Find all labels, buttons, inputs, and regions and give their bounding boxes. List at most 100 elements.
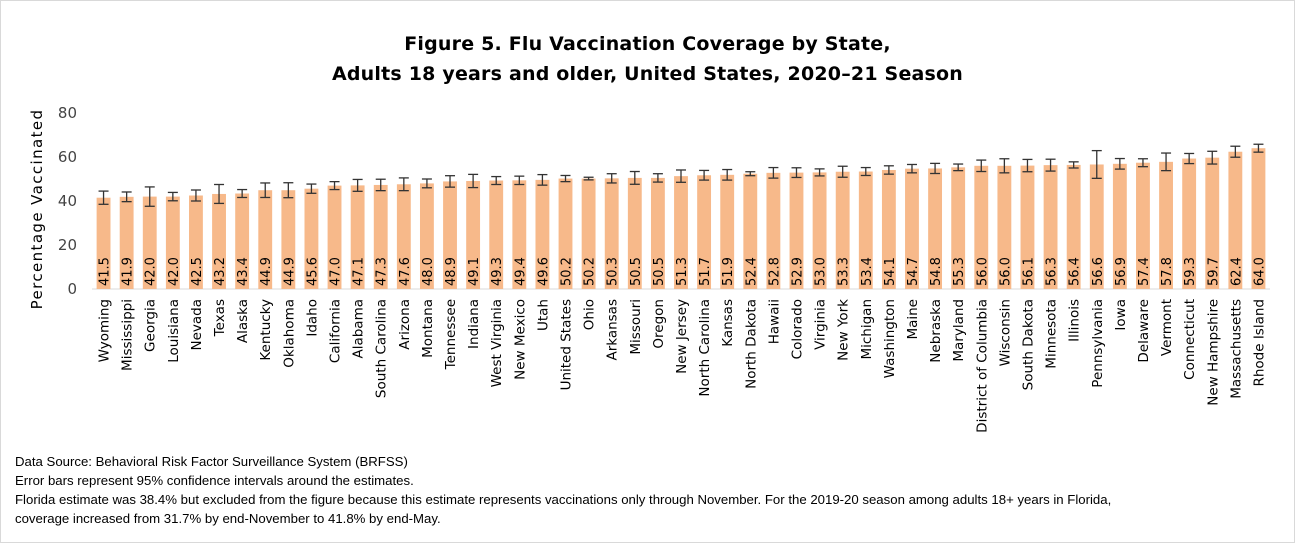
x-tick-label: Kentucky xyxy=(258,299,274,361)
x-tick-label: Maine xyxy=(905,299,921,340)
x-tick-label: South Carolina xyxy=(374,299,390,398)
bar xyxy=(997,165,1012,289)
x-tick-label: Rhode Island xyxy=(1251,299,1267,387)
data-label: 49.6 xyxy=(536,257,551,286)
data-label: 49.3 xyxy=(490,257,505,286)
x-tick-label: Hawaii xyxy=(766,299,782,344)
x-tick-label: Indiana xyxy=(466,299,482,349)
data-label: 42.0 xyxy=(144,257,159,286)
x-tick-label: Pennsylvania xyxy=(1090,299,1106,388)
bar xyxy=(189,195,203,289)
data-label: 47.0 xyxy=(329,257,344,286)
data-label: 56.9 xyxy=(1114,257,1129,286)
data-label: 57.8 xyxy=(1160,257,1175,286)
bar xyxy=(1089,164,1104,289)
x-tick-label: Nevada xyxy=(189,299,205,351)
bar xyxy=(327,185,342,289)
data-label: 44.9 xyxy=(282,257,297,286)
x-tick-label: Maryland xyxy=(951,299,967,362)
data-label: 56.0 xyxy=(975,257,990,286)
bar xyxy=(697,175,712,289)
data-label: 49.4 xyxy=(513,257,528,286)
x-tick-label: New Hampshire xyxy=(1205,299,1221,406)
data-label: 51.9 xyxy=(721,257,736,286)
data-label: 53.0 xyxy=(814,257,829,286)
bar xyxy=(350,185,365,289)
x-tick-label: Illinois xyxy=(1067,299,1083,342)
y-tick-label: 20 xyxy=(58,236,77,254)
data-label: 48.9 xyxy=(444,257,459,286)
data-label: 64.0 xyxy=(1252,257,1267,286)
bar xyxy=(396,184,411,289)
bar xyxy=(165,196,180,289)
chart-subtitle: Adults 18 years and older, United States… xyxy=(331,63,964,85)
x-tick-label: United States xyxy=(559,299,575,390)
data-label: 47.3 xyxy=(375,257,390,286)
data-label: 42.0 xyxy=(167,257,182,286)
data-label: 56.1 xyxy=(1021,257,1036,286)
data-label: 56.0 xyxy=(998,257,1013,286)
bar xyxy=(720,174,735,289)
bar xyxy=(974,165,989,289)
bar xyxy=(674,176,688,289)
x-tick-label: Colorado xyxy=(789,299,805,359)
data-label: 45.6 xyxy=(305,257,320,286)
data-label: 47.6 xyxy=(398,257,413,286)
data-source-note: Data Source: Behavioral Risk Factor Surv… xyxy=(15,454,408,469)
data-label: 56.4 xyxy=(1068,257,1083,286)
florida-note: Florida estimate was 38.4% but excluded … xyxy=(15,492,1112,507)
data-label: 54.8 xyxy=(929,257,944,286)
x-tick-label: Alabama xyxy=(351,299,367,359)
bar xyxy=(881,169,896,289)
bar xyxy=(1228,151,1243,289)
y-tick-label: 40 xyxy=(58,192,77,210)
x-tick-label: California xyxy=(328,299,344,363)
x-tick-label: South Dakota xyxy=(1020,299,1036,390)
bar xyxy=(96,197,111,289)
x-tick-label: Georgia xyxy=(143,299,159,352)
data-label: 53.4 xyxy=(860,257,875,286)
x-tick-label: Oregon xyxy=(651,299,667,349)
data-label: 56.3 xyxy=(1045,257,1060,286)
bar xyxy=(789,172,804,289)
x-tick-label: Virginia xyxy=(813,299,829,350)
x-tick-label: Wisconsin xyxy=(997,299,1013,366)
data-label: 41.9 xyxy=(121,257,136,286)
x-tick-label: Idaho xyxy=(304,299,320,337)
bar xyxy=(535,179,550,289)
footnotes: Data Source: Behavioral Risk Factor Surv… xyxy=(15,452,1111,528)
x-tick-label: Minnesota xyxy=(1044,299,1060,369)
y-tick-label: 60 xyxy=(58,148,77,166)
bar xyxy=(1136,162,1150,289)
x-tick-label: Connecticut xyxy=(1182,299,1198,380)
data-label: 47.1 xyxy=(352,257,367,286)
x-tick-label: New York xyxy=(836,299,852,361)
data-label: 56.6 xyxy=(1091,257,1106,286)
data-label: 59.7 xyxy=(1206,257,1221,286)
florida-note-continued: coverage increased from 31.7% by end-Nov… xyxy=(15,511,441,526)
x-tick-label: Washington xyxy=(882,299,898,378)
bar xyxy=(951,167,966,289)
bar xyxy=(766,172,781,289)
data-label: 53.3 xyxy=(837,257,852,286)
x-tick-label: Iowa xyxy=(1113,299,1129,331)
x-tick-label: Oklahoma xyxy=(281,299,297,368)
x-tick-label: Mississippi xyxy=(120,299,136,371)
x-tick-label: New Jersey xyxy=(674,299,690,374)
data-label: 54.1 xyxy=(883,257,898,286)
bar xyxy=(627,177,642,289)
bar xyxy=(1251,148,1266,289)
bar xyxy=(419,183,434,289)
x-tick-label: District of Columbia xyxy=(974,299,990,433)
data-label: 52.9 xyxy=(790,257,805,286)
data-label: 50.2 xyxy=(560,257,575,286)
x-tick-label: Nebraska xyxy=(928,299,944,363)
bar xyxy=(858,171,873,289)
bar xyxy=(119,196,134,289)
bar xyxy=(835,171,850,289)
x-tick-label: Arizona xyxy=(397,299,413,350)
x-tick-label: Vermont xyxy=(1159,299,1175,356)
data-label: 54.7 xyxy=(906,257,921,286)
x-tick-label: Texas xyxy=(212,299,228,337)
